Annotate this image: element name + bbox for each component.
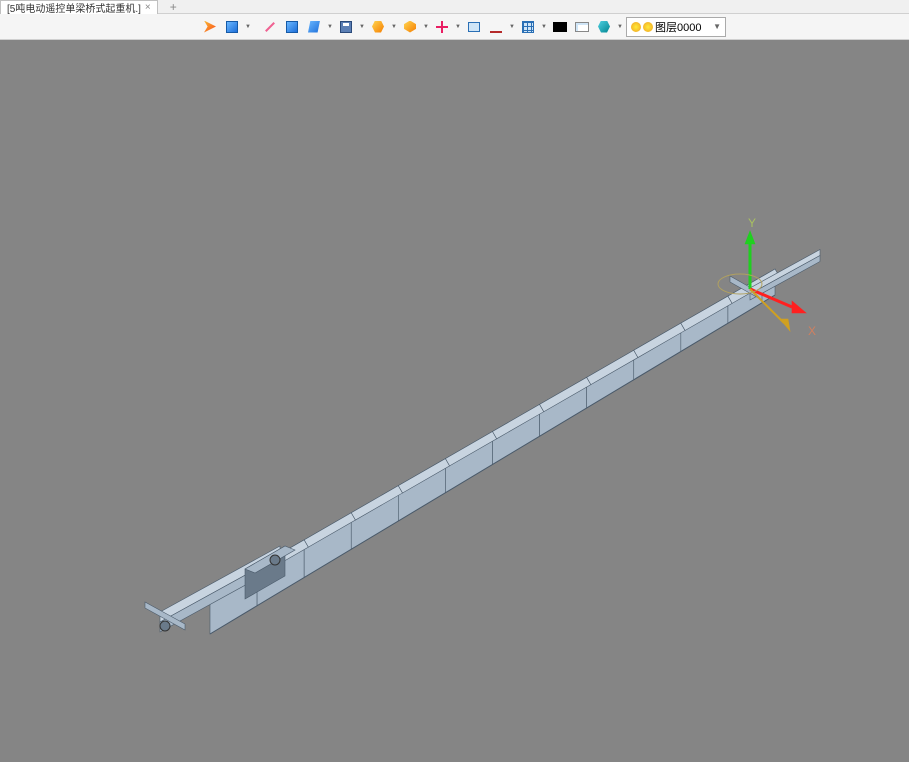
bulb-icon-2: [643, 22, 653, 32]
document-tab[interactable]: [5吨电动遥控单梁桥式起重机.] ×: [0, 0, 158, 14]
cross-button[interactable]: [432, 17, 452, 37]
hex-button[interactable]: [368, 17, 388, 37]
cube-b-dropdown[interactable]: ▼: [326, 17, 334, 37]
lineH-dropdown[interactable]: ▼: [508, 17, 516, 37]
white-icon: [575, 22, 589, 32]
lineH-icon: [490, 31, 502, 33]
tab-bar: [5吨电动遥控单梁桥式起重机.] × +: [0, 0, 909, 14]
white-button[interactable]: [572, 17, 592, 37]
layer-dropdown[interactable]: ▼: [422, 17, 430, 37]
cross-icon: [436, 21, 448, 33]
chevron-down-icon: ▼: [713, 22, 721, 31]
black-icon: [553, 22, 567, 32]
nav-arrow-icon: [204, 21, 216, 33]
save-button[interactable]: [336, 17, 356, 37]
shape1-button[interactable]: [222, 17, 242, 37]
layer-selector[interactable]: 图层0000 ▼: [626, 17, 726, 37]
lineH-button[interactable]: [486, 17, 506, 37]
cube-a-icon: [286, 21, 298, 33]
cube-b-icon: [308, 21, 320, 33]
teal-button[interactable]: [594, 17, 614, 37]
bulb-icon: [631, 22, 641, 32]
viewport[interactable]: ▼▼▼▼▼▼▼▼▼图层0000▼ 些提示。 YX: [0, 14, 909, 748]
grid-dropdown[interactable]: ▼: [540, 17, 548, 37]
cube-b-button[interactable]: [304, 17, 324, 37]
teal-dropdown[interactable]: ▼: [616, 17, 624, 37]
nav-arrow-button[interactable]: [200, 17, 220, 37]
svg-text:X: X: [808, 324, 816, 338]
save-dropdown[interactable]: ▼: [358, 17, 366, 37]
teal-icon: [598, 21, 610, 33]
layer-label: 图层0000: [655, 19, 701, 35]
rect-button[interactable]: [464, 17, 484, 37]
grid-button[interactable]: [518, 17, 538, 37]
black-button[interactable]: [550, 17, 570, 37]
pencil-icon: [265, 22, 275, 32]
save-icon: [340, 21, 352, 33]
tab-title: [5吨电动遥控单梁桥式起重机.]: [7, 0, 141, 15]
layer-icon: [404, 21, 416, 33]
grid-icon: [522, 21, 534, 33]
rect-icon: [468, 22, 480, 32]
shape1-icon: [226, 21, 238, 33]
pencil-button[interactable]: [260, 17, 280, 37]
toolbar: ▼ ▼ ▼ ▼ ▼ ▼ ▼ ▼ ▼ 图层0000 ▼: [0, 14, 909, 40]
cross-dropdown[interactable]: ▼: [454, 17, 462, 37]
svg-text:Y: Y: [748, 216, 756, 230]
add-tab-button[interactable]: +: [170, 0, 177, 14]
close-icon[interactable]: ×: [145, 2, 151, 13]
layer-button[interactable]: [400, 17, 420, 37]
hex-icon: [372, 21, 384, 33]
cube-a-button[interactable]: [282, 17, 302, 37]
model-canvas: YX: [0, 54, 909, 762]
shape1-dropdown[interactable]: ▼: [244, 17, 252, 37]
hex-dropdown[interactable]: ▼: [390, 17, 398, 37]
